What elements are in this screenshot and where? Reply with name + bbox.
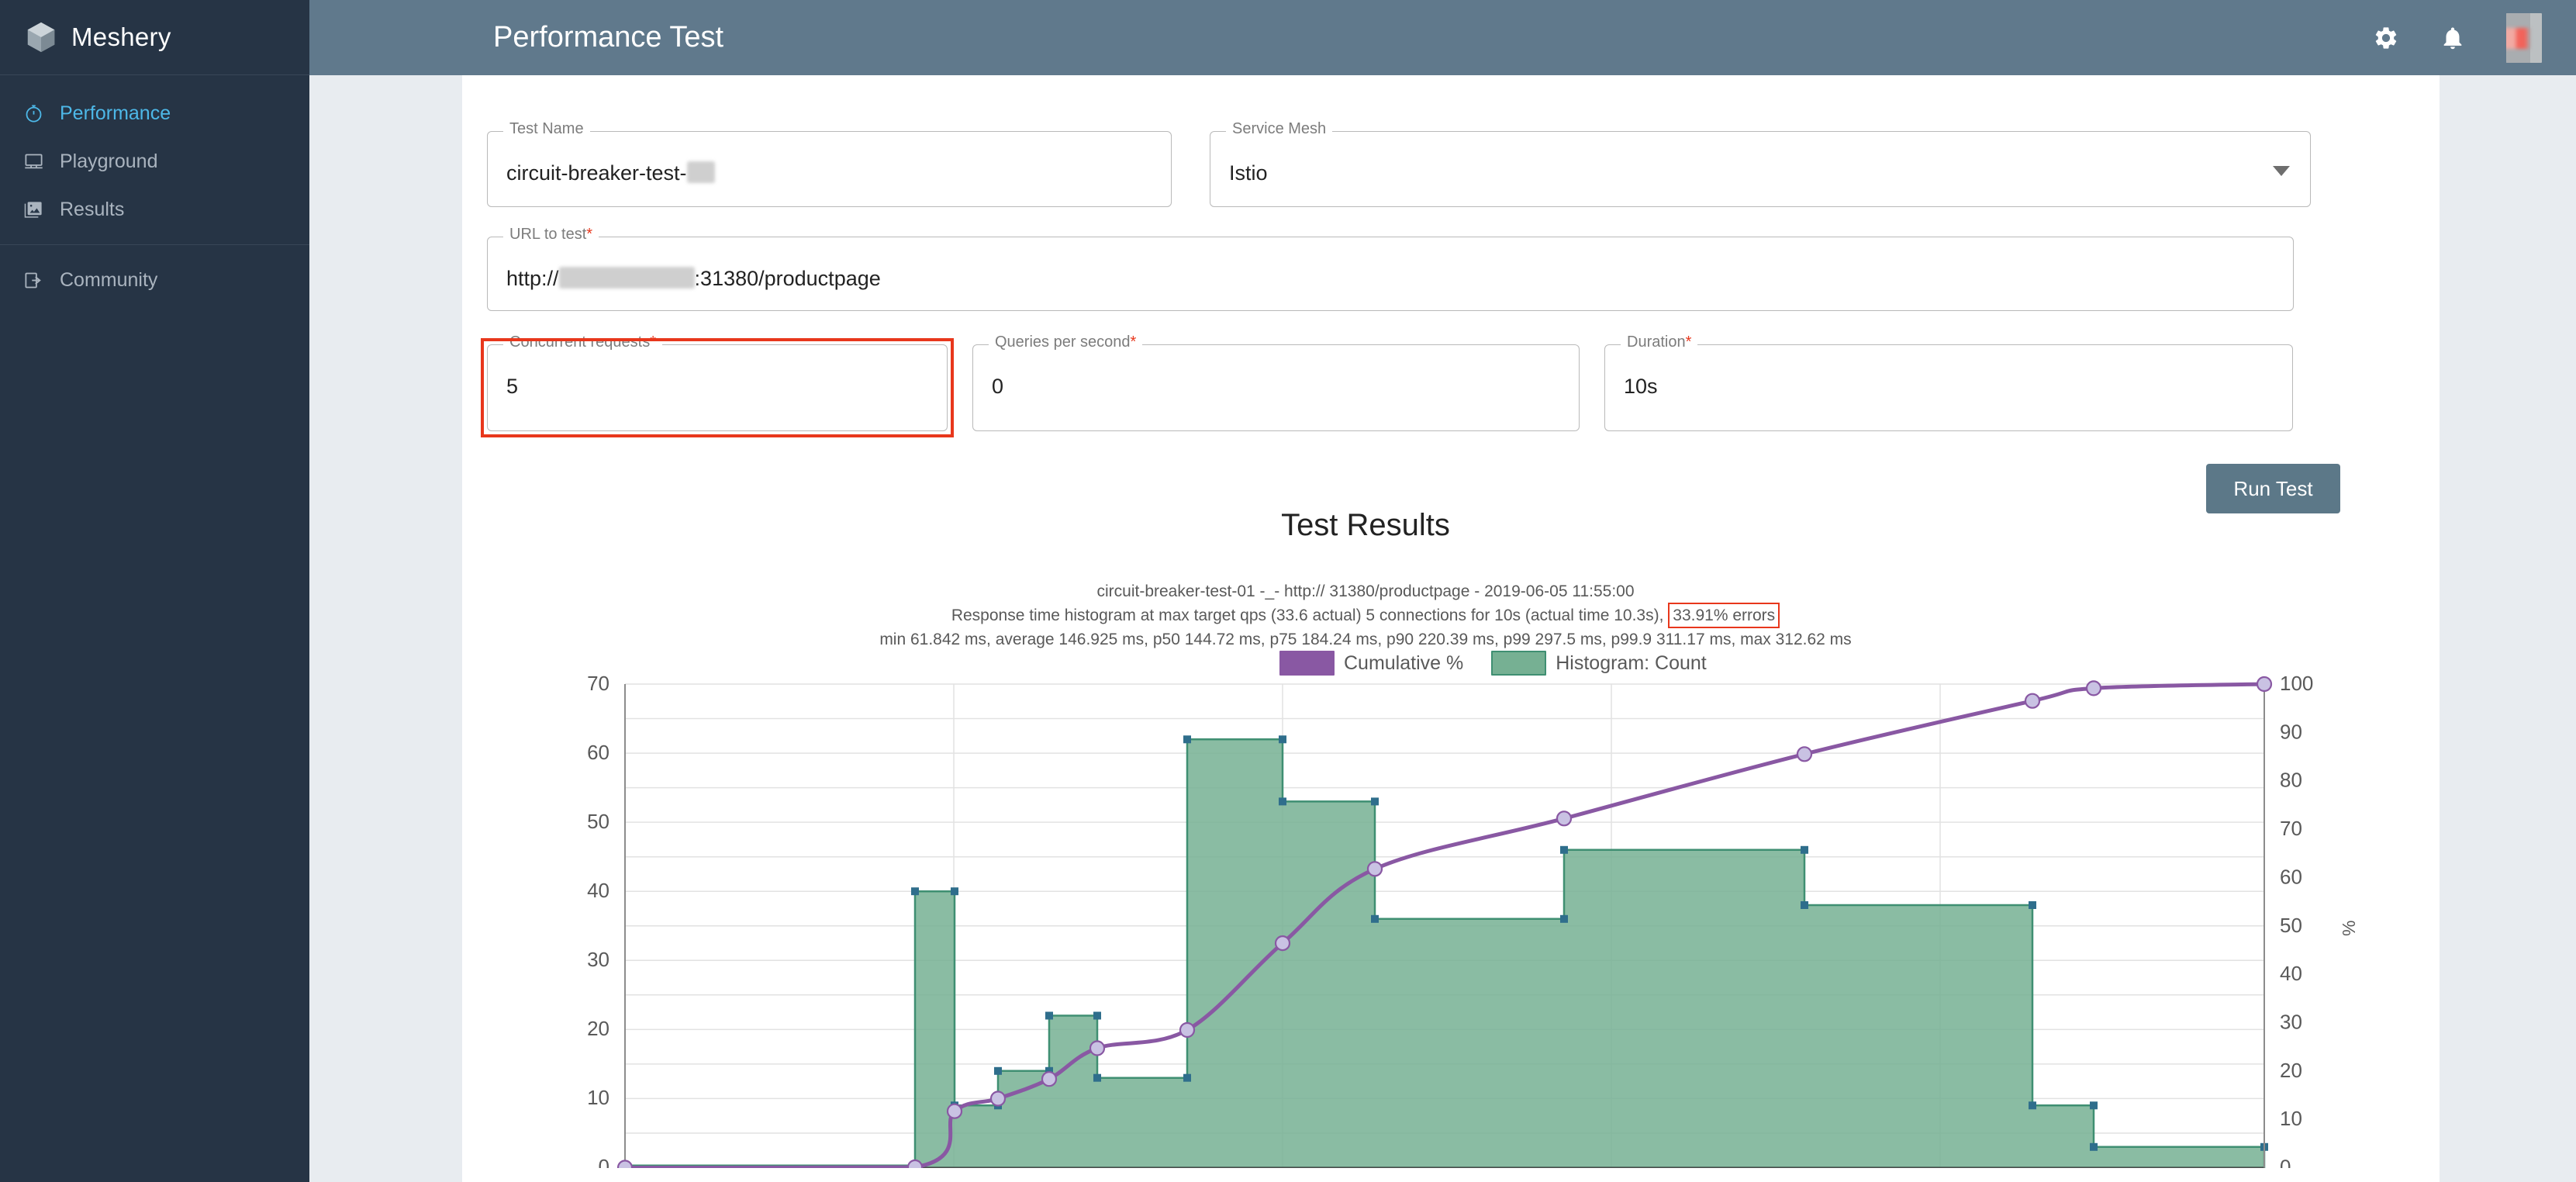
- svg-text:50: 50: [587, 810, 609, 833]
- svg-text:80: 80: [2280, 769, 2302, 792]
- svg-text:100: 100: [2280, 672, 2313, 695]
- svg-text:70: 70: [587, 672, 609, 695]
- svg-text:90: 90: [2280, 720, 2302, 743]
- svg-text:30: 30: [2280, 1011, 2302, 1034]
- svg-text:60: 60: [587, 741, 609, 764]
- svg-text:10: 10: [2280, 1107, 2302, 1130]
- svg-text:0: 0: [599, 1155, 609, 1168]
- svg-text:20: 20: [587, 1017, 609, 1040]
- svg-text:20: 20: [2280, 1059, 2302, 1082]
- svg-text:30: 30: [587, 948, 609, 971]
- svg-text:70: 70: [2280, 817, 2302, 840]
- svg-text:60: 60: [2280, 865, 2302, 888]
- svg-text:10: 10: [587, 1086, 609, 1109]
- svg-text:0: 0: [2280, 1156, 2291, 1168]
- svg-text:40: 40: [2280, 962, 2302, 985]
- svg-text:50: 50: [2280, 914, 2302, 937]
- svg-text:40: 40: [587, 879, 609, 902]
